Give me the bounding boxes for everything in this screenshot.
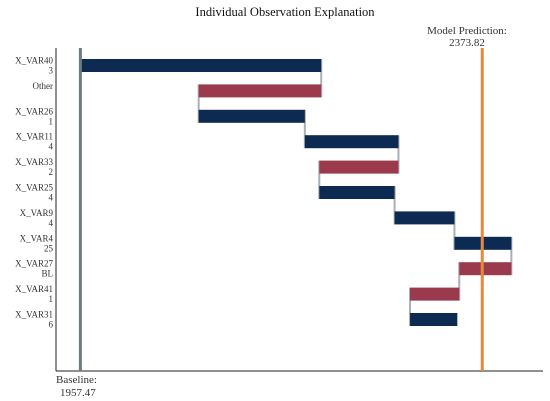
feature-name-label: X_VAR11 [15, 132, 53, 142]
bar-x-var27 [459, 262, 512, 276]
feature-name-label: X_VAR33 [15, 157, 53, 167]
bar-x-var11 [304, 135, 399, 149]
feature-value-label: 4 [49, 193, 54, 203]
feature-value-label: 6 [49, 320, 54, 330]
prediction-value: 2373.82 [449, 37, 485, 49]
feature-name-label: X_VAR26 [15, 106, 53, 116]
baseline-label: Baseline: [56, 374, 97, 386]
chart-title: Individual Observation Explanation [195, 5, 375, 19]
bar-other [198, 84, 322, 98]
feature-value-label: 3 [49, 66, 54, 76]
feature-name-label: X_VAR31 [15, 310, 53, 320]
feature-name-label: X_VAR25 [15, 183, 53, 193]
feature-value-label: BL [41, 269, 53, 279]
feature-name-label: Other [33, 81, 54, 91]
feature-value-label: 25 [44, 243, 54, 253]
bar-x-var31 [410, 313, 458, 326]
feature-value-label: 1 [49, 116, 54, 126]
feature-value-label: 1 [49, 294, 54, 304]
baseline-value: 1957.47 [60, 387, 96, 399]
bar-x-var40 [80, 59, 322, 72]
feature-name-label: X_VAR4 [20, 233, 54, 243]
y-axis-labels: X_VAR403OtherX_VAR261X_VAR114X_VAR332X_V… [15, 56, 53, 330]
feature-name-label: X_VAR41 [15, 284, 53, 294]
feature-name-label: X_VAR9 [20, 208, 54, 218]
feature-value-label: 4 [49, 218, 54, 228]
feature-name-label: X_VAR27 [15, 259, 53, 269]
bar-x-var41 [410, 287, 460, 301]
bar-x-var26 [198, 109, 305, 123]
bar-x-var9 [394, 211, 455, 225]
bar-x-var25 [319, 186, 395, 199]
feature-value-label: 4 [49, 142, 54, 152]
bars-group [80, 59, 512, 326]
feature-name-label: X_VAR40 [15, 56, 53, 66]
bar-x-var33 [319, 160, 399, 174]
feature-value-label: 2 [49, 167, 54, 177]
prediction-label: Model Prediction: [427, 25, 507, 37]
